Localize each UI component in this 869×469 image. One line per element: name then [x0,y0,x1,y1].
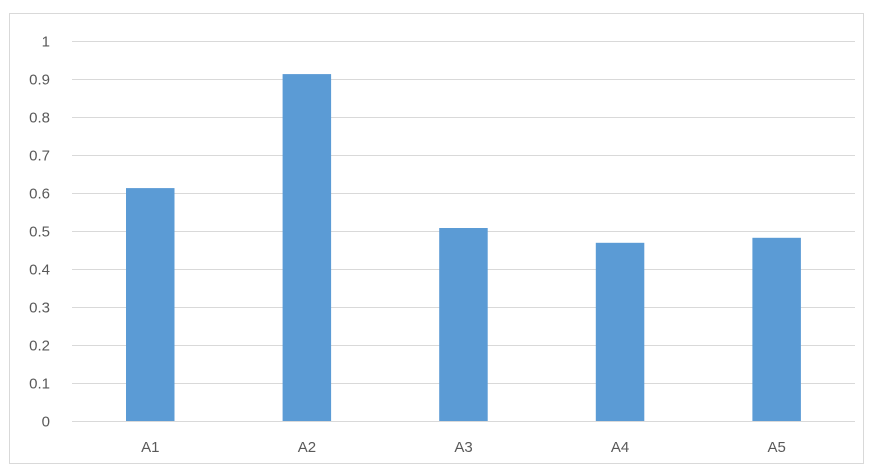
chart-frame: 0 0.1 0.2 0.3 0.4 0.5 0.6 0.7 0.8 0.9 1 A1 A2 A3 A4 A5 [9,13,864,464]
bar-a4 [595,242,645,421]
bar-a1 [126,188,175,421]
y-tick-label: 0.4 [29,262,50,279]
y-tick-label: 1 [42,34,50,51]
x-tick-label: A5 [768,439,786,456]
y-tick-label: 0.6 [29,186,50,203]
y-tick-label: 0 [42,414,50,431]
y-tick-labels: 0 0.1 0.2 0.3 0.4 0.5 0.6 0.7 0.8 0.9 1 [29,34,50,431]
bar-chart: 0 0.1 0.2 0.3 0.4 0.5 0.6 0.7 0.8 0.9 1 A1 A2 A3 A4 A5 [29,34,855,456]
y-tick-label: 0.5 [29,224,50,241]
x-tick-label: A1 [141,439,159,456]
y-tick-label: 0.7 [29,148,50,165]
y-tick-label: 0.3 [29,300,50,317]
y-tick-label: 0.1 [29,376,50,393]
bar-a2 [282,74,332,421]
bar-a3 [439,228,488,421]
y-tick-label: 0.8 [29,110,50,127]
x-tick-labels: A1 A2 A3 A4 A5 [141,439,786,456]
x-tick-label: A4 [611,439,629,456]
x-tick-label: A3 [454,439,472,456]
bar-a5 [752,237,801,421]
y-tick-label: 0.2 [29,338,50,355]
y-tick-label: 0.9 [29,72,50,89]
x-tick-label: A2 [298,439,316,456]
bars [126,74,801,421]
